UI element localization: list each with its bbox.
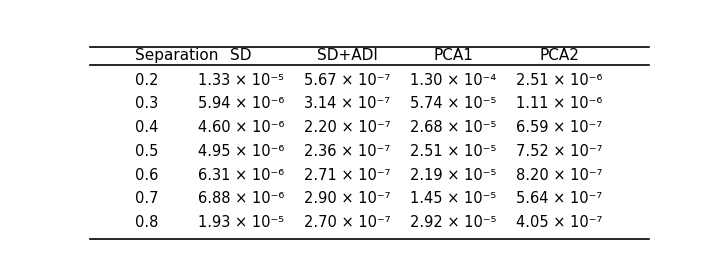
- Text: 4.60 × 10⁻⁶: 4.60 × 10⁻⁶: [198, 120, 284, 135]
- Text: 0.6: 0.6: [135, 168, 158, 183]
- Text: 0.4: 0.4: [135, 120, 158, 135]
- Text: 2.92 × 10⁻⁵: 2.92 × 10⁻⁵: [410, 215, 497, 230]
- Text: SD+ADI: SD+ADI: [317, 48, 378, 63]
- Text: 2.19 × 10⁻⁵: 2.19 × 10⁻⁵: [410, 168, 497, 183]
- Text: 1.11 × 10⁻⁶: 1.11 × 10⁻⁶: [516, 96, 603, 111]
- Text: 1.33 × 10⁻⁵: 1.33 × 10⁻⁵: [198, 73, 284, 88]
- Text: 1.45 × 10⁻⁵: 1.45 × 10⁻⁵: [410, 191, 497, 206]
- Text: 1.93 × 10⁻⁵: 1.93 × 10⁻⁵: [198, 215, 284, 230]
- Text: 0.2: 0.2: [135, 73, 159, 88]
- Text: 2.90 × 10⁻⁷: 2.90 × 10⁻⁷: [304, 191, 390, 206]
- Text: 6.88 × 10⁻⁶: 6.88 × 10⁻⁶: [198, 191, 284, 206]
- Text: 4.05 × 10⁻⁷: 4.05 × 10⁻⁷: [516, 215, 603, 230]
- Text: 5.94 × 10⁻⁶: 5.94 × 10⁻⁶: [198, 96, 284, 111]
- Text: 2.51 × 10⁻⁵: 2.51 × 10⁻⁵: [410, 144, 497, 159]
- Text: PCA2: PCA2: [539, 48, 580, 63]
- Text: 5.64 × 10⁻⁷: 5.64 × 10⁻⁷: [516, 191, 603, 206]
- Text: 8.20 × 10⁻⁷: 8.20 × 10⁻⁷: [516, 168, 603, 183]
- Text: 0.3: 0.3: [135, 96, 158, 111]
- Text: 2.70 × 10⁻⁷: 2.70 × 10⁻⁷: [304, 215, 391, 230]
- Text: 1.30 × 10⁻⁴: 1.30 × 10⁻⁴: [410, 73, 496, 88]
- Text: 4.95 × 10⁻⁶: 4.95 × 10⁻⁶: [198, 144, 284, 159]
- Text: 2.36 × 10⁻⁷: 2.36 × 10⁻⁷: [304, 144, 390, 159]
- Text: 6.59 × 10⁻⁷: 6.59 × 10⁻⁷: [516, 120, 603, 135]
- Text: 0.5: 0.5: [135, 144, 158, 159]
- Text: 0.7: 0.7: [135, 191, 159, 206]
- Text: 6.31 × 10⁻⁶: 6.31 × 10⁻⁶: [198, 168, 284, 183]
- Text: 2.20 × 10⁻⁷: 2.20 × 10⁻⁷: [304, 120, 391, 135]
- Text: 2.71 × 10⁻⁷: 2.71 × 10⁻⁷: [304, 168, 390, 183]
- Text: 7.52 × 10⁻⁷: 7.52 × 10⁻⁷: [516, 144, 603, 159]
- Text: 2.68 × 10⁻⁵: 2.68 × 10⁻⁵: [410, 120, 497, 135]
- Text: 5.67 × 10⁻⁷: 5.67 × 10⁻⁷: [304, 73, 390, 88]
- Text: Separation: Separation: [135, 48, 218, 63]
- Text: SD: SD: [230, 48, 252, 63]
- Text: 3.14 × 10⁻⁷: 3.14 × 10⁻⁷: [304, 96, 390, 111]
- Text: 2.51 × 10⁻⁶: 2.51 × 10⁻⁶: [516, 73, 603, 88]
- Text: PCA1: PCA1: [433, 48, 473, 63]
- Text: 5.74 × 10⁻⁵: 5.74 × 10⁻⁵: [410, 96, 497, 111]
- Text: 0.8: 0.8: [135, 215, 158, 230]
